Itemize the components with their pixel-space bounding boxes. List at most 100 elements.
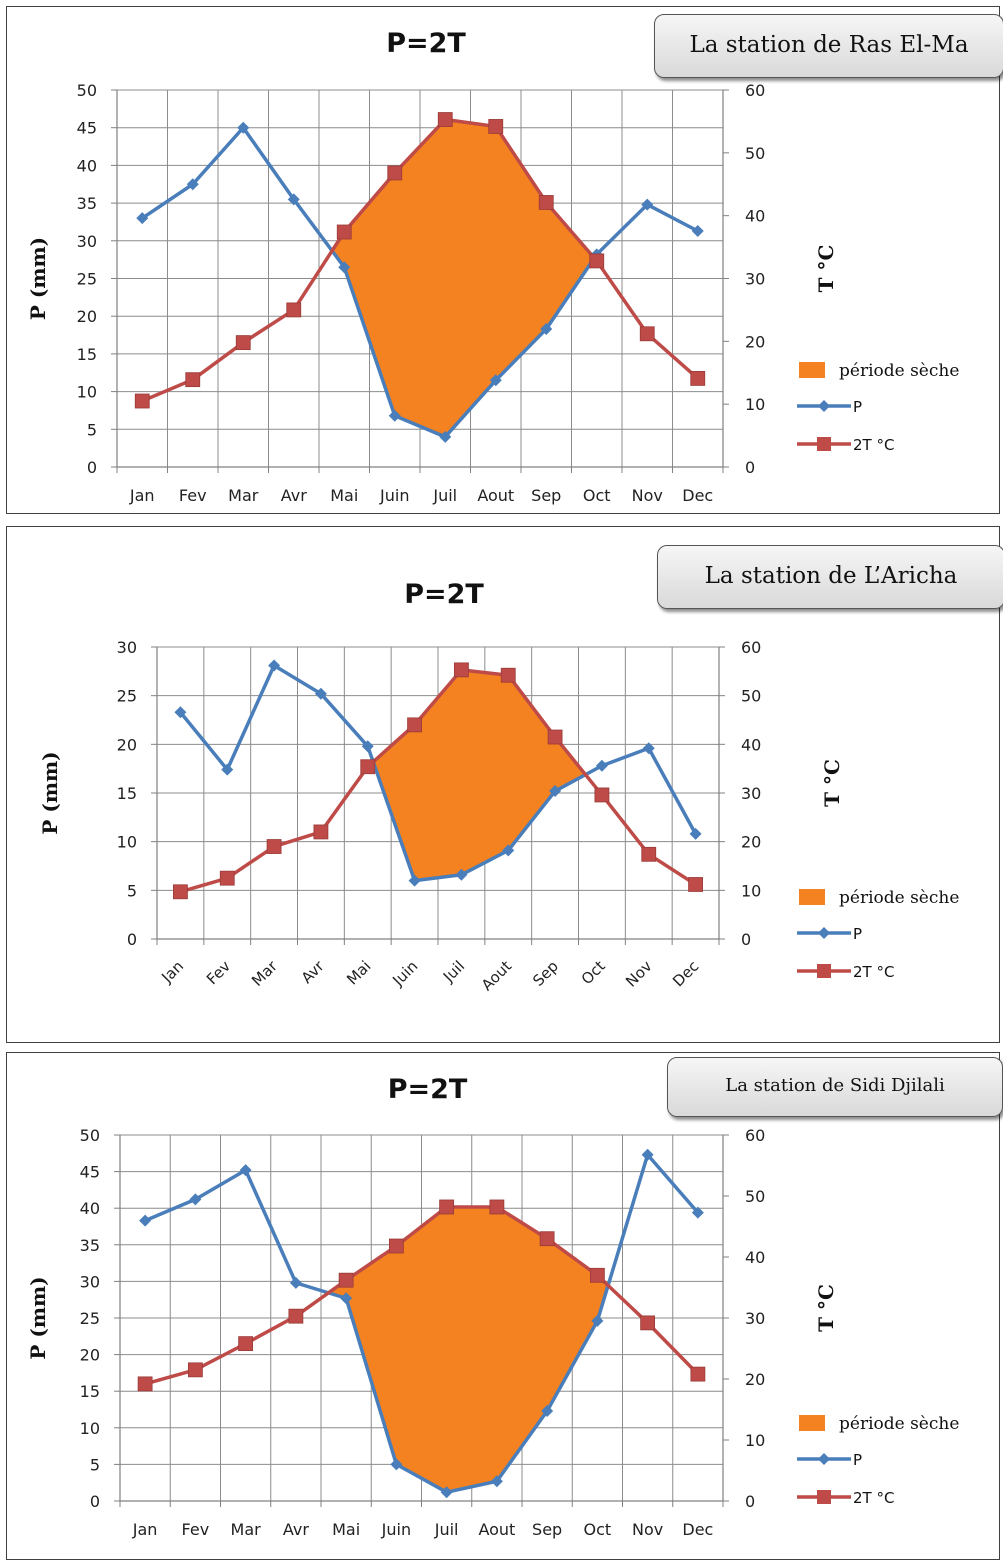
y2-axis-title: T °C: [820, 759, 844, 807]
y-tick-label: 20: [77, 307, 97, 326]
station-label: La station de Ras El-Ma: [654, 14, 1003, 78]
x-tick-label: Juil: [432, 486, 457, 505]
legend-label-dry-period: période sèche: [839, 361, 959, 381]
point-p: [174, 706, 187, 719]
x-tick-label: Mai: [343, 957, 374, 988]
legend-marker-2t: [817, 1490, 831, 1504]
series-line-2t: [144, 1205, 700, 1386]
point-p: [541, 1404, 554, 1417]
point-2t: [388, 1238, 404, 1254]
x-tick-label: Avr: [281, 486, 307, 505]
x-tick-label: Dec: [669, 957, 702, 990]
y-tick-label: 30: [80, 1272, 100, 1291]
y2-tick-label: 60: [745, 1126, 765, 1145]
point-2t: [313, 824, 329, 840]
point-2t: [500, 667, 516, 683]
x-tick-label: Sep: [532, 1520, 562, 1539]
point-2t: [437, 112, 453, 127]
x-tick-label: Fev: [179, 486, 207, 505]
y2-tick-label: 60: [741, 638, 761, 657]
climate-chart-svg: 0 5 10 15 20 25 30 35 40 45 50 0 10 20 30 40 50 60 Jan Fev M…: [26, 28, 959, 505]
legend-label-p: P: [853, 925, 862, 943]
legend-marker-2t: [817, 964, 831, 978]
y2-tick-label: 30: [741, 784, 761, 803]
point-2t: [454, 662, 469, 678]
x-tick-label: Sep: [531, 486, 561, 505]
point-p: [591, 1314, 604, 1327]
y-tick-label: 0: [127, 930, 137, 949]
legend: période sèche P 2T °C: [797, 888, 959, 981]
x-tick-label: Dec: [682, 1520, 713, 1539]
point-2t: [288, 1308, 304, 1324]
point-2t: [539, 1231, 555, 1247]
y2-tick-label: 0: [745, 458, 755, 477]
series-line-p: [179, 663, 698, 883]
chart-title: P=2T: [386, 28, 466, 59]
y2-tick-label: 20: [745, 1370, 765, 1389]
point-2t: [336, 224, 352, 240]
y2-tick-label: 50: [741, 687, 761, 706]
point-2t: [589, 1267, 605, 1283]
y2-tick-label: 30: [745, 1309, 765, 1328]
point-p: [549, 785, 562, 798]
dry-period-area: [373, 669, 586, 881]
y-tick-label: 25: [77, 270, 97, 289]
y2-tick-label: 20: [741, 833, 761, 852]
chart-title: P=2T: [388, 1074, 468, 1105]
x-tick-label: Aout: [478, 957, 515, 994]
y-tick-label: 50: [77, 81, 97, 100]
y-tick-label: 5: [127, 881, 137, 900]
y-tick-label: 10: [80, 1419, 100, 1438]
point-p: [237, 121, 250, 134]
point-2t: [538, 195, 554, 210]
y-tick-label: 40: [77, 156, 97, 175]
point-2t: [360, 759, 376, 775]
x-tick-label: Oct: [584, 1520, 612, 1539]
point-p: [502, 844, 515, 857]
legend-swatch-dry-period: [799, 362, 825, 378]
x-tick-label: Dec: [682, 486, 713, 505]
legend-label-2t: 2T °C: [853, 1489, 894, 1507]
point-2t: [238, 1336, 254, 1352]
legend-swatch-dry-period: [799, 1415, 825, 1431]
y-tick-label: 0: [90, 1492, 100, 1511]
point-2t: [266, 839, 282, 854]
x-tick-label: Juil: [434, 1520, 459, 1539]
x-tick-label: Oct: [578, 957, 609, 988]
y2-tick-label: 40: [745, 207, 765, 226]
y2-axis-title: T °C: [814, 1284, 838, 1332]
x-tick-label: Mar: [248, 957, 281, 990]
x-tick-label: Avr: [283, 1520, 309, 1539]
legend-label-2t: 2T °C: [853, 963, 894, 981]
y-tick-label: 45: [80, 1163, 100, 1182]
point-p: [314, 687, 327, 700]
y-tick-label: 35: [77, 194, 97, 213]
point-2t: [594, 787, 610, 803]
x-tick-label: Mar: [228, 486, 259, 505]
y-tick-label: 45: [77, 119, 97, 138]
point-p: [136, 212, 149, 225]
point-2t: [547, 729, 563, 745]
point-2t: [641, 846, 657, 862]
legend: période sèche P 2T °C: [797, 361, 959, 454]
x-tick-label: Aout: [477, 486, 514, 505]
point-p: [691, 224, 704, 237]
x-tick-label: Jan: [129, 486, 155, 505]
y-tick-label: 15: [80, 1382, 100, 1401]
x-tick-label: Juil: [439, 957, 468, 986]
legend-label-2t: 2T °C: [853, 436, 894, 454]
point-2t: [387, 165, 403, 181]
x-tick-label: Mai: [332, 1520, 360, 1539]
point-p: [642, 742, 655, 755]
x-tick-label: Aout: [478, 1520, 515, 1539]
point-2t: [235, 335, 251, 350]
point-2t: [589, 253, 605, 269]
point-p: [340, 1292, 353, 1305]
y-axis-title: P (mm): [38, 751, 62, 834]
y-tick-label: 30: [77, 232, 97, 251]
point-p: [139, 1214, 152, 1227]
chart-title: P=2T: [404, 579, 484, 610]
point-p: [189, 1193, 202, 1206]
x-tick-label: Avr: [298, 957, 329, 988]
y-tick-label: 10: [77, 383, 97, 402]
